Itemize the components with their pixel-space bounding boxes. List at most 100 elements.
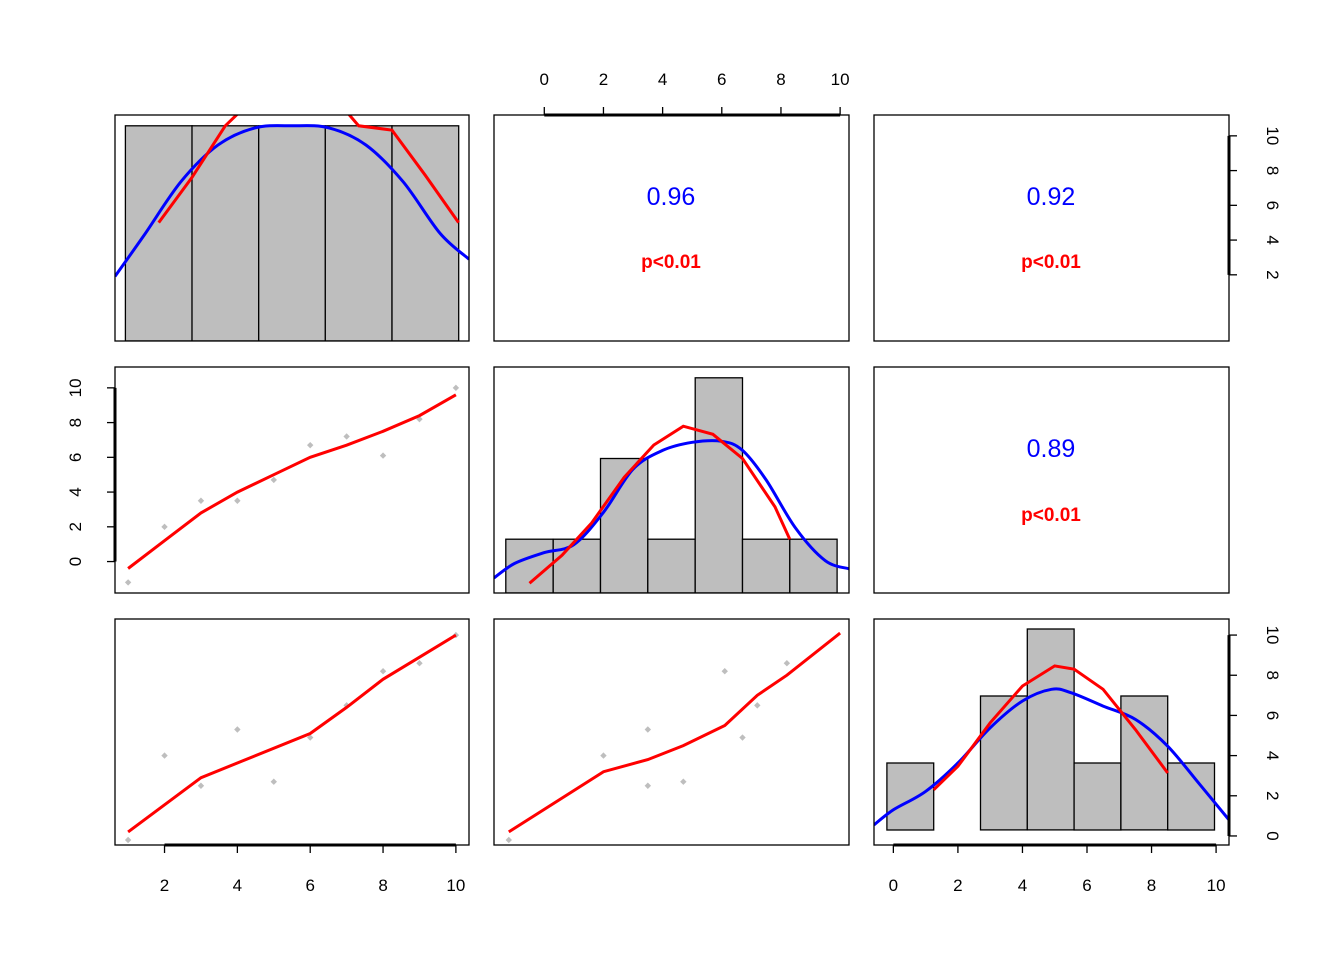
data-point [644, 782, 652, 789]
data-point [124, 579, 132, 586]
data-point [600, 752, 607, 759]
panel-frame [873, 366, 1230, 594]
data-point [307, 734, 314, 741]
data-point [783, 659, 791, 667]
tick-label: 10 [1263, 626, 1282, 645]
density-curve [115, 124, 469, 278]
data-point [197, 782, 205, 789]
histogram-bar [324, 125, 393, 341]
tick-label: 6 [305, 876, 314, 895]
density-curve [874, 687, 1229, 827]
data-point [270, 778, 277, 785]
tick-label: 6 [1082, 876, 1091, 895]
panel-scatter-2-1 [114, 366, 470, 594]
axes-layer: 0 2 4 6 8 10 2 4 6 8 10 0 2 4 6 8 10 2 4 6 8 10 0 2 4 6 8 10 0 2 4 6 8 10 [66, 70, 1282, 895]
p-value: p<0.01 [641, 252, 701, 273]
tick-label: 0 [1263, 831, 1282, 840]
tick-label: 10 [1263, 126, 1282, 145]
tick-label: 2 [66, 522, 85, 531]
panel-frame [114, 114, 470, 342]
data-point [124, 836, 132, 844]
tick-label: 0 [889, 876, 898, 895]
tick-label: 8 [66, 418, 85, 427]
tick-label: 2 [953, 876, 962, 895]
tick-label: 6 [1263, 711, 1282, 720]
tick-label: 6 [1263, 201, 1282, 210]
tick-label: 10 [446, 876, 465, 895]
histogram-bar [391, 125, 460, 341]
tick-label: 10 [831, 70, 850, 89]
correlation-value: 0.89 [1027, 435, 1076, 463]
data-point [452, 631, 460, 639]
histogram-bar [258, 125, 327, 341]
data-point [452, 384, 460, 392]
data-point [343, 433, 350, 440]
tick-label: 8 [1263, 166, 1282, 175]
tick-label: 2 [1263, 270, 1282, 279]
fit-line [507, 631, 842, 834]
data-point [343, 702, 350, 709]
data-point [234, 497, 241, 504]
panel-hist-var2 [493, 366, 850, 594]
data-point [644, 726, 652, 733]
panel-scatter-3-2 [493, 618, 850, 846]
axis-horizontal: 0 2 4 6 8 10 [540, 70, 850, 117]
panel-corr-1-3: 0.92 p<0.01 [873, 114, 1230, 342]
histogram-bar [505, 538, 554, 593]
panel-frame [493, 366, 850, 594]
tick-label: 8 [1263, 671, 1282, 680]
data-point [721, 668, 728, 675]
data-point [739, 734, 746, 741]
panel-corr-1-2: 0.96 p<0.01 [493, 114, 850, 342]
histogram-bar [647, 538, 696, 593]
panel-hist-var3 [873, 618, 1230, 846]
panel-frame [114, 366, 470, 594]
p-value: p<0.01 [1021, 252, 1081, 273]
tick-label: 4 [233, 876, 242, 895]
panel-scatter-3-1 [114, 618, 470, 846]
density-curve [494, 439, 849, 580]
fit-line [127, 393, 457, 570]
fit-curve [932, 664, 1169, 791]
tick-label: 4 [1263, 235, 1282, 244]
tick-label: 10 [66, 378, 85, 397]
fit-curve [528, 424, 792, 585]
histogram-bar [789, 538, 838, 593]
axis-vertical: 0 2 4 6 8 10 [66, 378, 117, 566]
panel-frame [493, 114, 850, 342]
data-point [754, 702, 761, 709]
axis-horizontal: 0 2 4 6 8 10 [889, 843, 1226, 895]
data-point [161, 752, 168, 759]
fit-curve [157, 115, 460, 224]
histogram-bar [1026, 628, 1075, 831]
panel-hist-var1 [114, 114, 470, 342]
data-point [270, 476, 277, 484]
fit-line [127, 633, 457, 834]
tick-label: 0 [66, 557, 85, 566]
tick-label: 2 [599, 70, 608, 89]
tick-label: 4 [66, 487, 85, 496]
data-point [379, 452, 387, 459]
data-point [505, 836, 512, 844]
histogram-bar [886, 762, 935, 831]
tick-label: 0 [540, 70, 549, 89]
data-point [680, 778, 687, 785]
panel-frame [873, 114, 1230, 342]
data-point [197, 497, 205, 504]
tick-label: 4 [1018, 876, 1027, 895]
data-point [416, 659, 423, 667]
data-point [307, 441, 314, 449]
p-value: p<0.01 [1021, 505, 1081, 526]
tick-label: 8 [1147, 876, 1156, 895]
tick-label: 8 [378, 876, 387, 895]
data-point [379, 668, 387, 675]
tick-label: 4 [658, 70, 667, 89]
histogram-bar [741, 538, 791, 593]
histogram-bar [979, 695, 1028, 831]
axis-vertical: 0 2 4 6 8 10 [1227, 626, 1282, 841]
tick-label: 2 [1263, 791, 1282, 800]
panel-frame [114, 618, 470, 846]
correlation-value: 0.96 [647, 183, 696, 211]
histogram-bar [552, 538, 602, 593]
